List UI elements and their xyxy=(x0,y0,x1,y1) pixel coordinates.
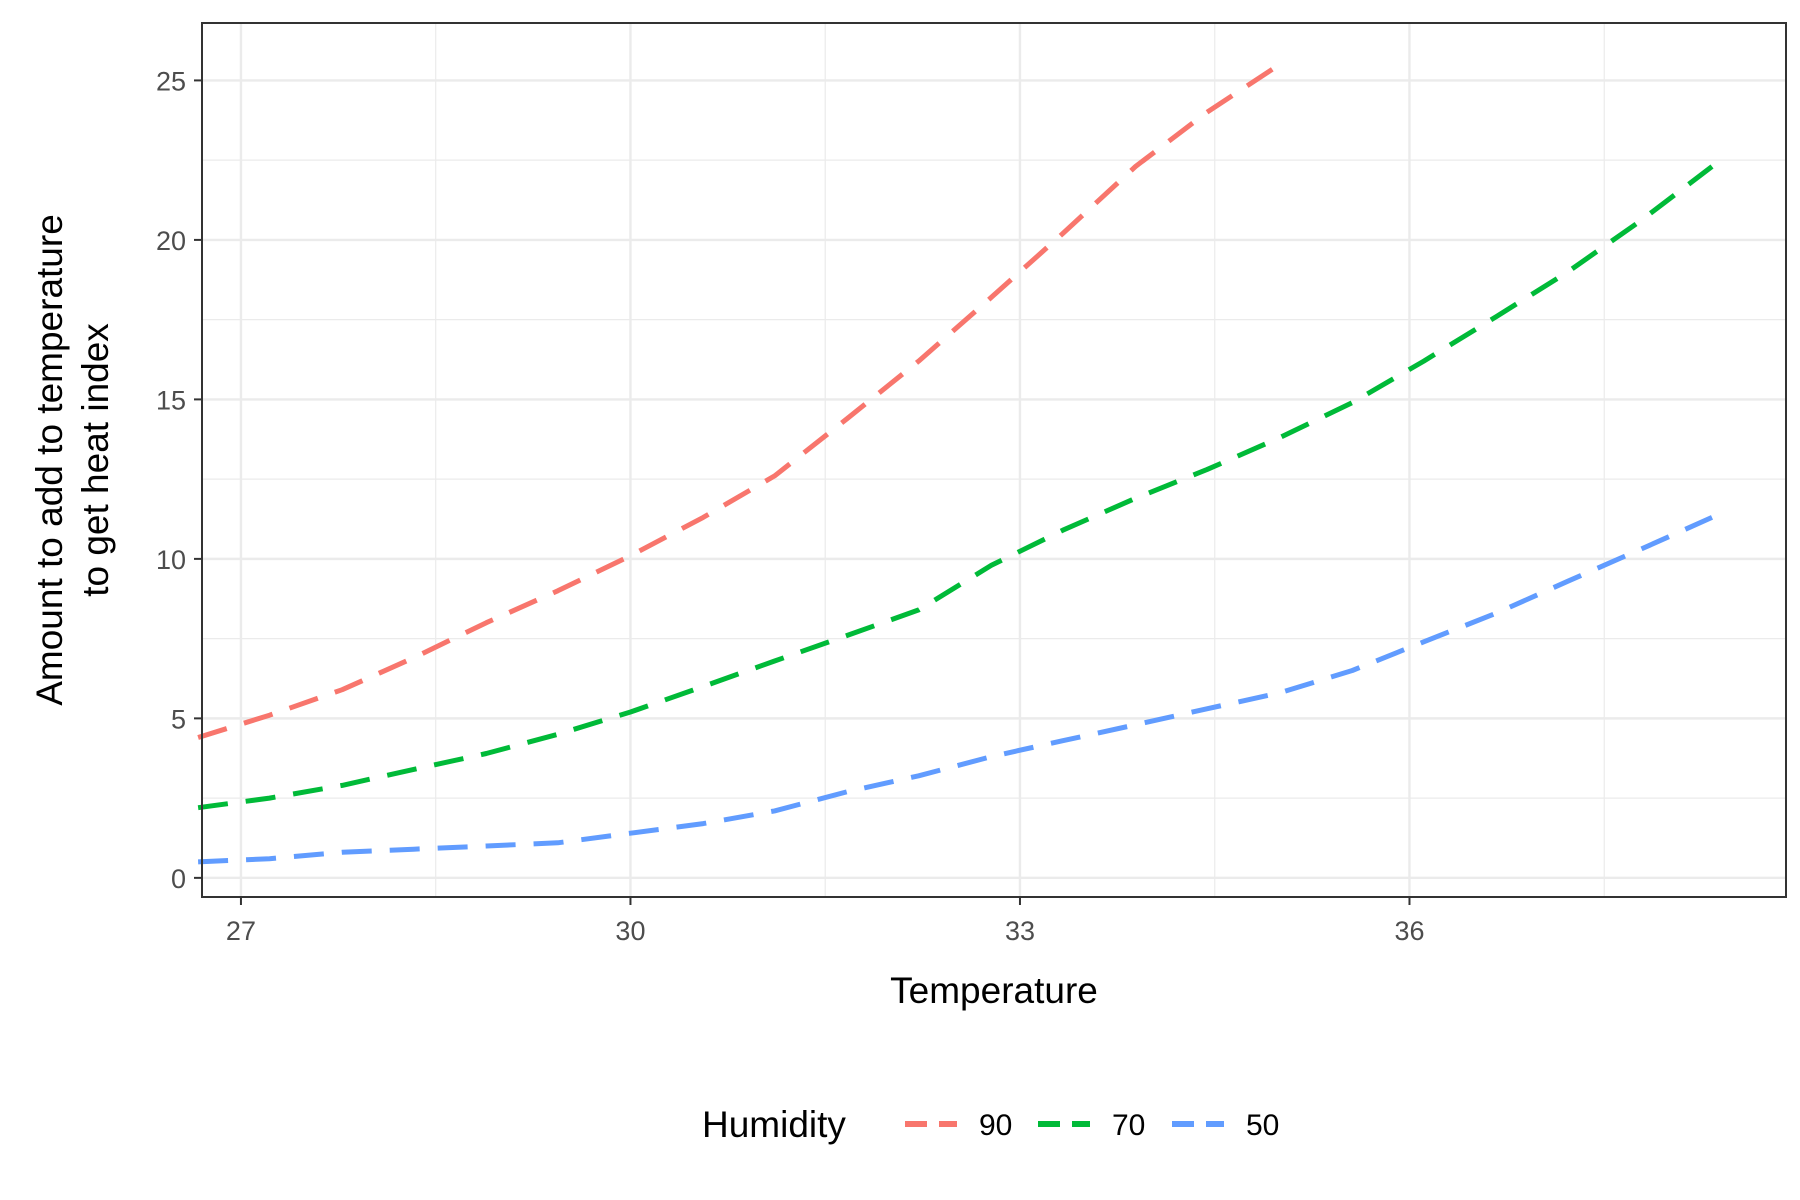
x-tick-label: 36 xyxy=(1394,916,1424,946)
y-tick-label: 20 xyxy=(156,226,186,256)
x-tick-label: 27 xyxy=(226,916,256,946)
legend-label-90: 90 xyxy=(979,1109,1012,1142)
legend-label-50: 50 xyxy=(1246,1109,1279,1142)
y-axis-title-line-2: to get heat index xyxy=(75,323,116,597)
x-axis-ticks: 27 30 33 36 xyxy=(226,897,1424,946)
y-axis-ticks: 0 5 10 15 20 25 xyxy=(156,66,202,894)
y-tick-label: 0 xyxy=(171,864,186,894)
series-line-50 xyxy=(197,515,1714,865)
legend-items: 90 70 50 xyxy=(905,1109,1279,1142)
gridlines xyxy=(202,23,1786,897)
series-line-90 xyxy=(197,62,1281,740)
y-axis-title: Amount to add to temperature to get heat… xyxy=(29,214,116,706)
y-tick-label: 10 xyxy=(156,545,186,575)
x-tick-label: 30 xyxy=(615,916,645,946)
y-axis-title-line-1: Amount to add to temperature xyxy=(29,214,70,706)
y-tick-label: 25 xyxy=(156,66,186,96)
y-tick-label: 15 xyxy=(156,385,186,415)
legend-title: Humidity xyxy=(702,1104,846,1145)
panel-border xyxy=(201,22,1787,898)
x-axis-title: Temperature xyxy=(890,970,1098,1011)
series-line-70 xyxy=(197,164,1714,811)
legend: Humidity 90 70 50 xyxy=(702,1104,1279,1145)
x-tick-label: 33 xyxy=(1005,916,1035,946)
series-lines xyxy=(197,62,1714,865)
y-tick-label: 5 xyxy=(171,704,186,734)
legend-label-70: 70 xyxy=(1112,1109,1145,1142)
